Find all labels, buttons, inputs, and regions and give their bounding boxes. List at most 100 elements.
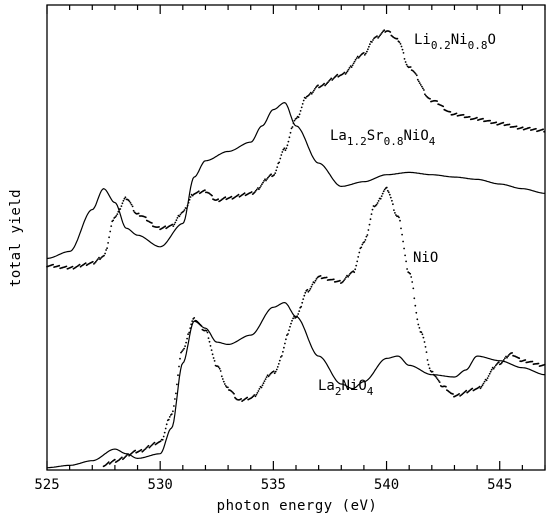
series-dot [106,247,108,250]
series-dot [364,239,367,241]
series-dot [542,128,544,131]
series-dot [210,349,213,351]
series-dot [345,71,348,74]
series-dot [110,225,113,228]
series-dot [382,190,385,193]
series-dot [211,194,213,197]
series-dot [257,187,259,189]
series-dots [46,29,545,270]
series-dot [259,186,261,189]
series-dot [481,384,484,387]
series-dot [414,304,417,307]
series-dot [168,416,171,418]
series-layer [46,29,546,469]
series-dot [186,337,189,340]
series-dot [434,375,437,378]
series-dot [396,37,399,40]
series-dot [364,52,367,55]
series-dot [165,423,168,426]
series-dot [250,191,253,193]
series-dot [176,383,178,386]
series-dot [174,221,177,224]
series-dot [273,372,276,375]
series-label-layer: Li0.2Ni0.8O La1.2Sr0.8NiO4 NiO La2NiO4 [318,32,496,398]
series-dot [65,265,68,268]
series-dot [356,55,359,58]
series-dot [363,54,366,56]
series-dot [144,216,147,219]
series-dot [449,111,452,113]
series-dot [398,216,400,219]
series-dot [189,196,192,198]
series-dot [176,217,179,219]
series-dot [344,73,347,75]
series-dot [312,91,314,93]
series-dot [506,356,508,359]
y-axis-label: total yield [8,189,24,287]
series-dot [471,387,474,390]
series-dot [257,390,260,392]
series-dot [185,341,188,344]
series-dot [327,81,329,83]
series-dot [379,197,382,200]
series-dot [302,99,305,102]
series-dot [286,144,289,147]
series-dot [345,276,347,279]
series-dot [222,380,225,383]
series-dot [170,413,173,415]
series-dot [479,387,482,390]
series-dot [344,278,346,280]
series-dot [370,213,373,216]
series-dot [262,181,264,184]
series-dot [391,199,393,202]
series-dot [445,385,447,388]
series-dot [501,361,503,364]
series-dot [377,200,380,202]
series-dot [358,251,361,254]
series-dot [252,395,255,398]
series-dot [175,219,178,222]
series-dot [480,385,483,388]
x-tick-label: 540 [374,477,399,493]
series-dot [412,287,415,290]
series-dot [78,263,81,266]
series-dot [282,350,284,353]
x-tick-label: 535 [261,477,286,493]
series-dot [492,367,495,370]
series-dot [436,100,438,102]
series-dot [147,444,150,447]
series-dot [314,279,317,282]
series-dot [508,123,511,126]
series-dot [353,60,356,63]
series-dot [137,212,140,215]
series-dot [254,395,257,398]
series-dot [231,390,233,393]
series-dot [425,351,428,353]
series-dot [485,379,488,382]
series-dot [123,197,126,200]
series-dot [179,213,182,216]
series-dot [357,256,360,258]
series-dot [354,58,357,61]
series-dot [278,161,281,164]
series-dot [207,337,210,339]
x-axis-label: photon energy (eV) [217,498,378,514]
series-dot [224,385,227,387]
series-dot [276,166,279,169]
series-dot [486,377,489,379]
series-dot [428,367,431,370]
series-dot [171,223,174,226]
series-dot [307,290,310,293]
series-dot [261,183,263,186]
series-dot [183,347,186,350]
series-dot [71,265,74,268]
series-dot [265,179,267,182]
series-dot [414,73,417,75]
series-dot [223,383,226,385]
series-dot [204,189,206,192]
series-dot [362,52,365,54]
series-dot [300,305,303,308]
series-dot [315,86,317,89]
series-dot [292,317,294,320]
series-dot [409,66,412,68]
